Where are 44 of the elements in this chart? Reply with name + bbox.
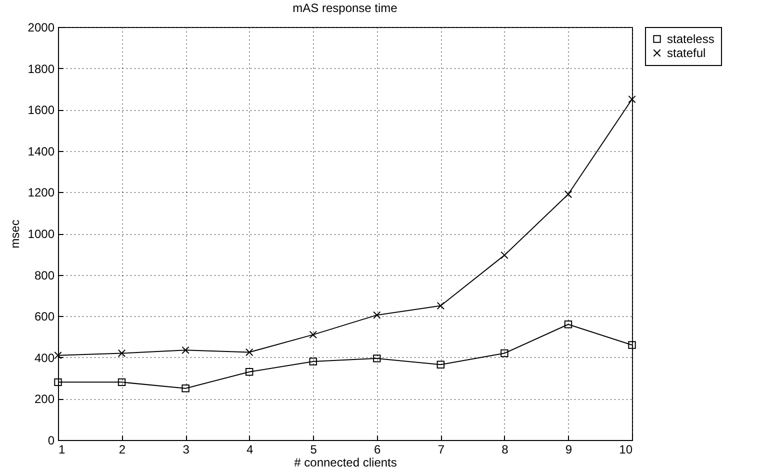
point — [245, 348, 254, 356]
x-tick-label: 9 — [565, 442, 572, 456]
x-tick-label: 8 — [502, 442, 509, 456]
x-tick-label: 4 — [246, 442, 254, 456]
x-tick-label: 5 — [310, 442, 318, 456]
point — [373, 354, 381, 362]
y-tick-label: 400 — [34, 350, 55, 365]
y-tick-label: 2000 — [28, 20, 55, 34]
y-tick-label: 1000 — [28, 227, 55, 241]
point — [564, 320, 572, 328]
x-tick-label: 7 — [438, 442, 445, 456]
point — [500, 349, 508, 358]
x-tick-label: 3 — [182, 442, 190, 456]
y-tick-label: 0 — [48, 434, 55, 448]
x-tick-label: 2 — [118, 442, 126, 456]
point — [628, 95, 636, 104]
point — [182, 384, 190, 392]
y-tick-label: 600 — [34, 310, 55, 324]
point — [436, 360, 445, 368]
legend-label: stateless — [667, 32, 714, 46]
x-tick-label: 10 — [619, 442, 633, 456]
y-tick-label: 1200 — [28, 186, 55, 200]
point — [436, 302, 445, 310]
y-tick-label: 1800 — [28, 62, 55, 76]
legend-label: stateful — [667, 46, 706, 60]
y-tick-label: 800 — [34, 268, 55, 282]
point — [118, 378, 126, 386]
point — [309, 330, 317, 339]
point — [564, 190, 572, 198]
y-tick-label: 200 — [34, 392, 55, 406]
x-tick-label: 6 — [374, 442, 382, 456]
y-tick-label: 1400 — [28, 144, 55, 158]
chart-title: mAS response time — [292, 1, 398, 15]
point — [373, 311, 381, 319]
x-axis-title: # connected clients — [294, 456, 397, 470]
point — [309, 358, 317, 366]
x-tick-label: 1 — [58, 442, 66, 456]
point — [628, 341, 636, 349]
point — [182, 346, 190, 354]
y-tick-label: 1600 — [28, 103, 55, 118]
point — [118, 349, 126, 358]
y-axis-title: msec — [8, 220, 22, 248]
point — [54, 378, 62, 386]
point — [245, 368, 254, 376]
